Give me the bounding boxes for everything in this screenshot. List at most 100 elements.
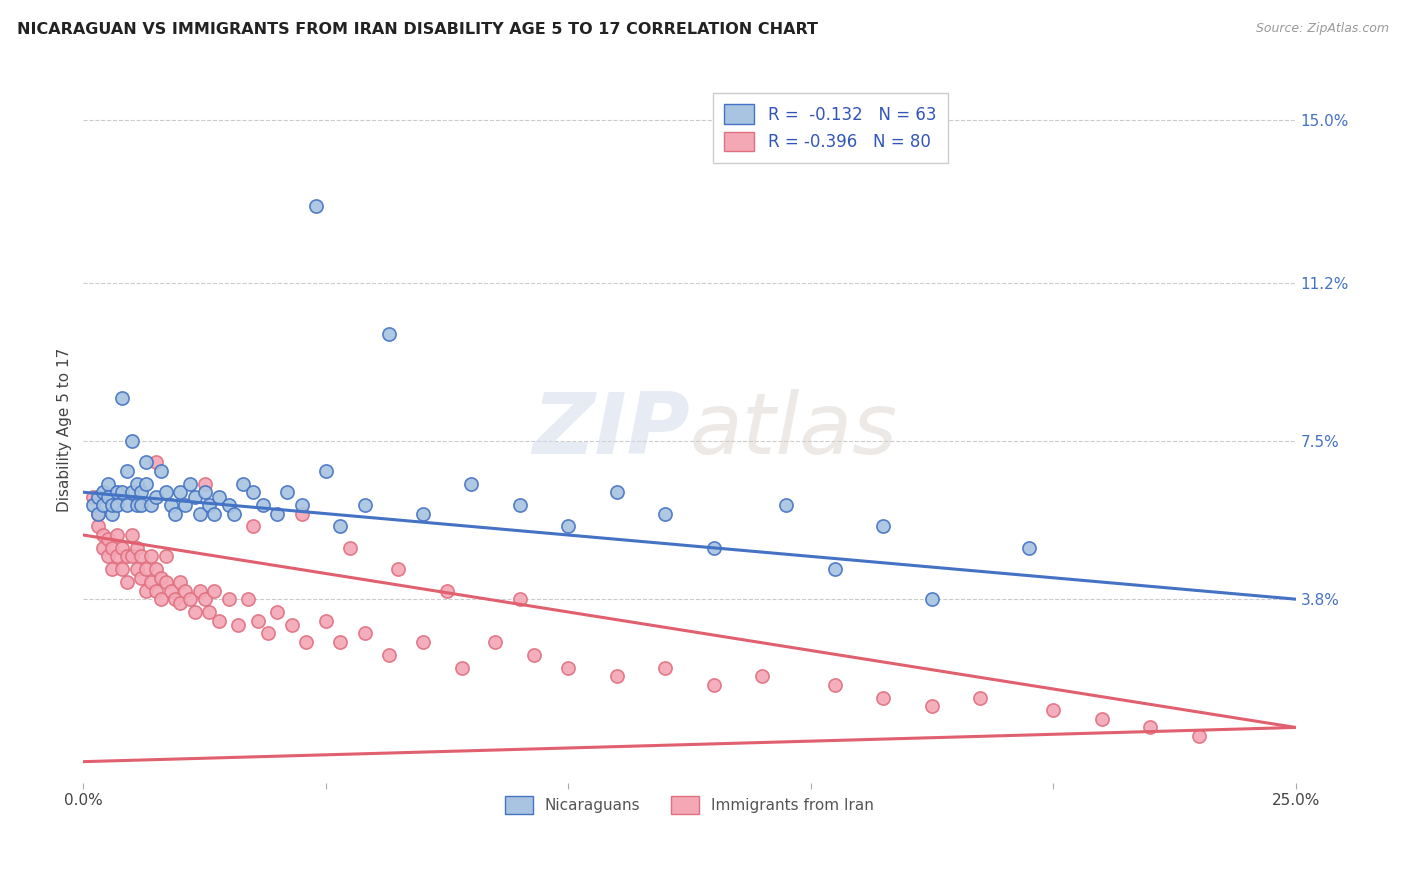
Legend: Nicaraguans, Immigrants from Iran: Nicaraguans, Immigrants from Iran [495, 786, 884, 825]
Point [141, 498, 163, 512]
Point [135, 562, 157, 576]
Point [232, 476, 254, 491]
Point [115, 549, 138, 564]
Point [179, 592, 201, 607]
Point [222, 507, 245, 521]
Point [305, 199, 328, 213]
Point [523, 648, 546, 662]
Point [387, 562, 409, 576]
Point [290, 498, 312, 512]
Point [198, 498, 221, 512]
Point [1091, 712, 1114, 726]
Point [557, 519, 579, 533]
Point [115, 498, 138, 512]
Point [509, 498, 531, 512]
Point [246, 614, 269, 628]
Point [105, 549, 128, 564]
Text: Source: ZipAtlas.com: Source: ZipAtlas.com [1256, 22, 1389, 36]
Point [654, 660, 676, 674]
Point [105, 498, 128, 512]
Point [101, 498, 124, 512]
Point [329, 519, 352, 533]
Point [315, 614, 337, 628]
Point [378, 648, 401, 662]
Point [145, 583, 167, 598]
Point [111, 562, 134, 576]
Point [208, 490, 231, 504]
Point [228, 617, 250, 632]
Point [87, 507, 110, 521]
Point [135, 455, 157, 469]
Point [242, 519, 264, 533]
Point [174, 498, 197, 512]
Point [1042, 703, 1064, 717]
Point [131, 498, 153, 512]
Point [169, 596, 191, 610]
Point [238, 592, 260, 607]
Point [256, 626, 278, 640]
Point [121, 549, 143, 564]
Point [125, 476, 148, 491]
Point [96, 549, 118, 564]
Point [141, 575, 163, 590]
Point [121, 485, 143, 500]
Point [751, 669, 773, 683]
Point [921, 592, 943, 607]
Point [91, 485, 114, 500]
Point [266, 507, 288, 521]
Point [101, 562, 124, 576]
Point [218, 498, 240, 512]
Point [315, 464, 337, 478]
Point [872, 690, 894, 705]
Point [91, 541, 114, 555]
Point [159, 498, 181, 512]
Point [1187, 729, 1209, 743]
Point [179, 476, 201, 491]
Point [509, 592, 531, 607]
Point [775, 498, 797, 512]
Point [329, 635, 352, 649]
Text: ZIP: ZIP [531, 389, 689, 472]
Point [145, 562, 167, 576]
Point [281, 617, 304, 632]
Point [412, 507, 434, 521]
Point [378, 326, 401, 341]
Point [121, 528, 143, 542]
Point [105, 485, 128, 500]
Point [87, 490, 110, 504]
Point [169, 485, 191, 500]
Point [188, 507, 211, 521]
Point [165, 507, 187, 521]
Point [111, 485, 134, 500]
Point [295, 635, 318, 649]
Point [188, 583, 211, 598]
Point [824, 678, 846, 692]
Point [703, 678, 725, 692]
Point [557, 660, 579, 674]
Point [96, 533, 118, 547]
Point [82, 490, 104, 504]
Point [125, 562, 148, 576]
Point [184, 605, 207, 619]
Point [252, 498, 274, 512]
Point [184, 490, 207, 504]
Point [125, 541, 148, 555]
Point [1139, 721, 1161, 735]
Point [101, 541, 124, 555]
Point [87, 507, 110, 521]
Point [141, 549, 163, 564]
Point [159, 583, 181, 598]
Point [149, 464, 172, 478]
Point [193, 485, 215, 500]
Point [412, 635, 434, 649]
Point [450, 660, 472, 674]
Point [460, 476, 482, 491]
Point [149, 592, 172, 607]
Point [82, 498, 104, 512]
Point [131, 571, 153, 585]
Point [202, 583, 225, 598]
Point [105, 528, 128, 542]
Point [145, 455, 167, 469]
Point [606, 485, 628, 500]
Point [145, 490, 167, 504]
